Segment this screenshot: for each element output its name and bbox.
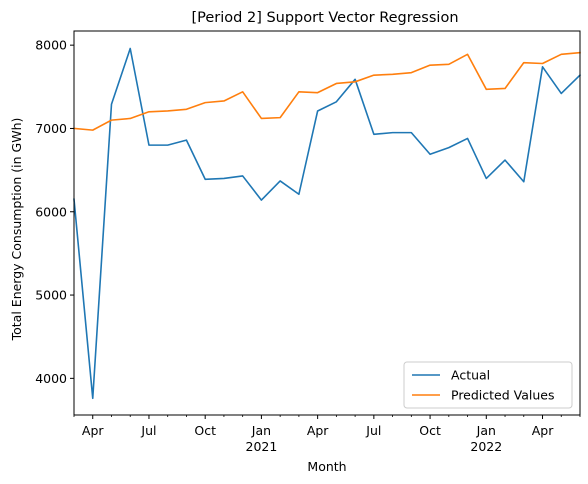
x-tick-label: Apr (307, 423, 329, 438)
x-axis-title: Month (307, 459, 346, 474)
series-layer (73, 47, 582, 400)
x-tick-label: Oct (419, 423, 441, 438)
x-tick-label: Apr (82, 423, 104, 438)
y-tick-label: 4000 (35, 371, 67, 386)
plot-frame (73, 30, 581, 416)
x-tick-label: Jan (476, 423, 496, 438)
x-tick-year-label: 2021 (246, 439, 278, 454)
y-tick-label: 5000 (35, 288, 67, 303)
legend-label-predicted: Predicted Values (451, 388, 555, 403)
legend-frame (403, 361, 573, 409)
y-tick-label: 6000 (35, 204, 67, 219)
legend-label-actual: Actual (451, 368, 490, 383)
y-tick-label: 7000 (35, 121, 67, 136)
x-tick-label: Jan (251, 423, 271, 438)
x-tick-label: Jul (365, 423, 381, 438)
x-tick-label: Apr (532, 423, 554, 438)
y-tick-label: 8000 (35, 38, 67, 53)
x-tick-label: Jul (140, 423, 156, 438)
series-line-actual (73, 47, 582, 400)
chart-title: [Period 2] Support Vector Regression (191, 10, 458, 26)
y-axis: 4000 5000 6000 7000 8000 (35, 38, 74, 386)
series-line-predicted-values (73, 51, 581, 131)
legend: Actual Predicted Values (403, 361, 573, 409)
x-tick-label: Oct (194, 423, 216, 438)
plot-area (73, 30, 582, 416)
x-tick-year-label: 2022 (470, 439, 502, 454)
y-axis-title: Total Energy Consumption (in GWh) (9, 118, 24, 342)
